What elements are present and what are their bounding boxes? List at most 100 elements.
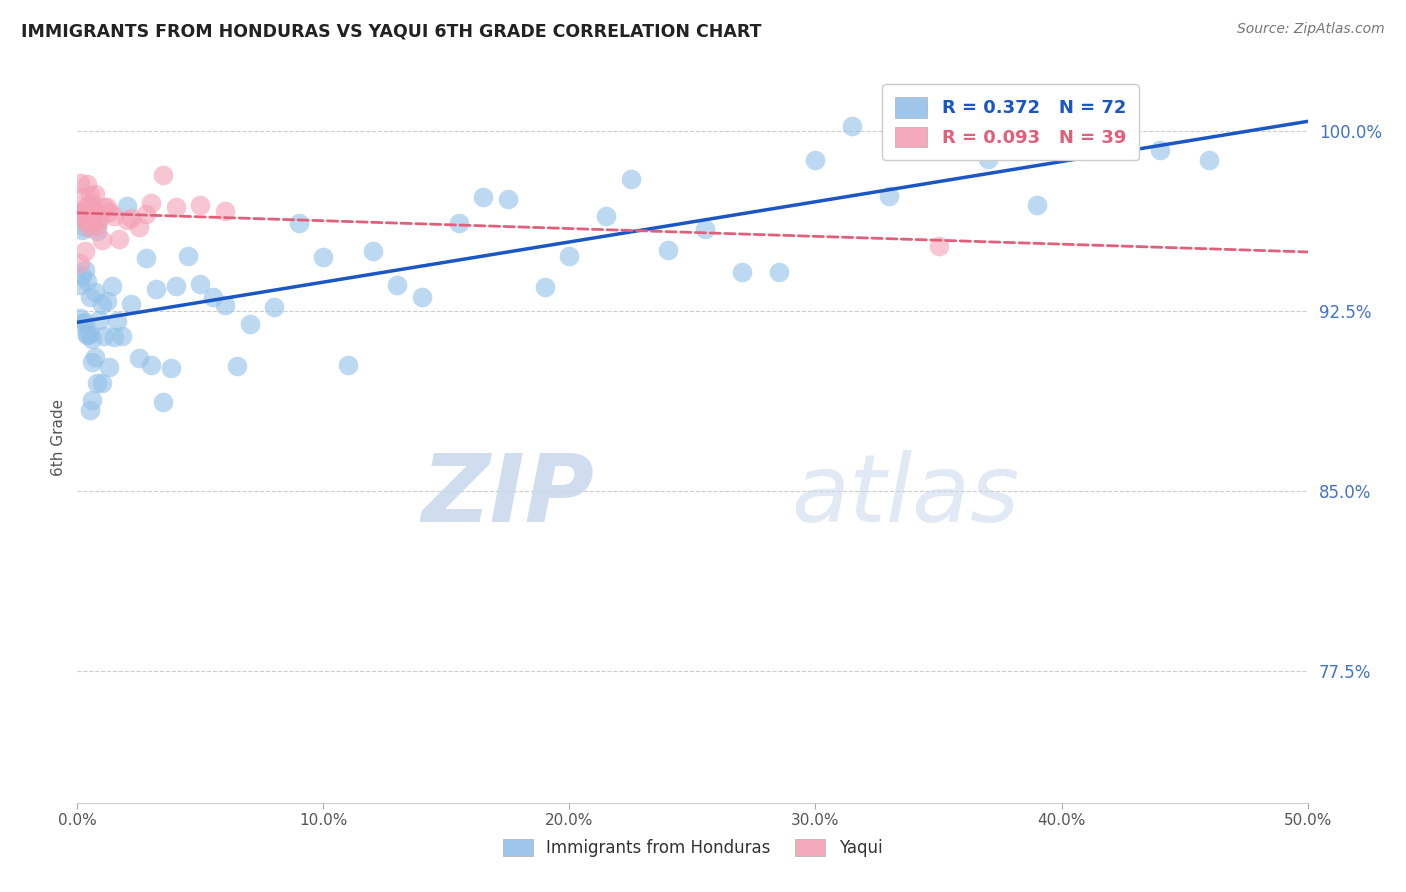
Point	[96, 293, 118, 308]
Point	[841, 120, 863, 134]
Point	[69, 176, 91, 190]
Point	[165, 279, 187, 293]
Point	[731, 265, 754, 279]
Point	[82, 199, 104, 213]
Point	[82, 195, 104, 210]
Point	[1198, 153, 1220, 167]
Point	[693, 222, 716, 236]
Point	[115, 199, 138, 213]
Point	[86, 211, 108, 226]
Point	[76, 199, 98, 213]
Point	[70, 204, 93, 219]
Point	[128, 351, 150, 365]
Point	[79, 188, 101, 202]
Point	[76, 216, 98, 230]
Point	[447, 216, 470, 230]
Point	[105, 314, 128, 328]
Point	[70, 211, 93, 226]
Point	[263, 300, 285, 314]
Point	[79, 326, 101, 341]
Point	[472, 190, 495, 204]
Point	[152, 168, 174, 182]
Point	[1026, 198, 1049, 212]
Point	[768, 265, 790, 279]
Point	[385, 277, 409, 292]
Point	[90, 233, 114, 247]
Point	[69, 311, 91, 326]
Point	[239, 317, 262, 331]
Point	[90, 376, 114, 390]
Text: atlas: atlas	[792, 450, 1019, 541]
Point	[69, 256, 91, 270]
Point	[73, 219, 96, 234]
Point	[804, 153, 827, 168]
Point	[86, 376, 108, 390]
Point	[977, 152, 1000, 166]
Point	[141, 196, 163, 211]
Point	[70, 269, 93, 284]
Point	[76, 178, 98, 192]
Point	[79, 215, 101, 229]
Point	[86, 219, 108, 233]
Point	[288, 216, 311, 230]
Point	[90, 297, 114, 311]
Point	[70, 223, 93, 237]
Point	[411, 289, 433, 303]
Point	[101, 279, 124, 293]
Point	[312, 250, 335, 264]
Point	[73, 315, 96, 329]
Point	[89, 313, 111, 327]
Point	[83, 203, 105, 218]
Point	[93, 329, 115, 343]
Point	[188, 277, 212, 292]
Point	[620, 171, 643, 186]
Point	[69, 206, 91, 220]
Point	[96, 200, 118, 214]
Point	[1149, 144, 1171, 158]
Point	[595, 210, 617, 224]
Point	[496, 192, 519, 206]
Point	[82, 216, 104, 230]
Point	[69, 277, 91, 292]
Point	[214, 203, 236, 218]
Point	[83, 285, 105, 299]
Point	[121, 211, 143, 226]
Point	[188, 198, 212, 212]
Point	[73, 210, 96, 224]
Point	[83, 350, 105, 364]
Point	[152, 395, 174, 409]
Point	[103, 210, 125, 224]
Point	[82, 332, 104, 346]
Point	[165, 200, 187, 214]
Point	[337, 358, 360, 372]
Legend: Immigrants from Honduras, Yaqui: Immigrants from Honduras, Yaqui	[496, 832, 889, 864]
Point	[879, 189, 901, 203]
Point	[73, 262, 96, 277]
Point	[361, 244, 384, 258]
Point	[121, 297, 143, 311]
Text: Source: ZipAtlas.com: Source: ZipAtlas.com	[1237, 22, 1385, 37]
Point	[73, 203, 96, 218]
Point	[79, 403, 101, 417]
Point	[82, 392, 104, 407]
Point	[201, 291, 224, 305]
Point	[76, 327, 98, 342]
Point	[82, 355, 104, 369]
Point	[73, 244, 96, 258]
Point	[177, 249, 200, 263]
Point	[70, 316, 93, 330]
Y-axis label: 6th Grade: 6th Grade	[51, 399, 66, 475]
Point	[141, 358, 163, 372]
Point	[98, 360, 121, 375]
Point	[108, 232, 131, 246]
Point	[534, 280, 557, 294]
Point	[135, 251, 157, 265]
Text: ZIP: ZIP	[422, 450, 595, 541]
Text: IMMIGRANTS FROM HONDURAS VS YAQUI 6TH GRADE CORRELATION CHART: IMMIGRANTS FROM HONDURAS VS YAQUI 6TH GR…	[21, 22, 762, 40]
Point	[160, 360, 183, 375]
Point	[93, 200, 115, 214]
Point	[657, 243, 679, 257]
Point	[79, 221, 101, 235]
Point	[79, 290, 101, 304]
Point	[98, 205, 121, 219]
